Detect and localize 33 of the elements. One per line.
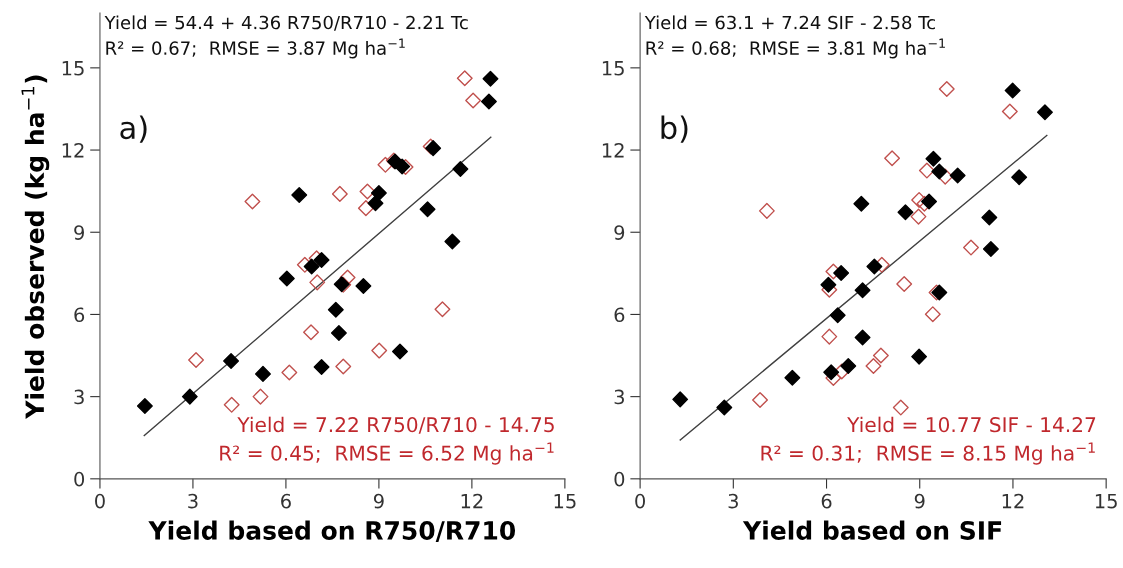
x-tick-label: 0 [95,493,105,509]
x-tick-label: 12 [461,493,483,509]
x-tick-label: 9 [373,493,384,509]
x-tick-label: 6 [281,493,291,509]
y-axis-title: Yield observed (kg ha$^{−1}$) [21,75,50,419]
y-tick-label: 3 [74,389,84,405]
annotation: b) [661,115,688,143]
x-axis-title: Yield based on R750/R710 [148,520,516,542]
y-tick-label: 6 [614,307,625,323]
annotation: Yield = 54.4 + 4.36 R750/R710 - 2.21 Tc R² = 0.67; RMSE = 3.87 Mg ha$^{−1}$ [104,15,468,59]
x-tick-label: 3 [728,493,738,509]
annotation: Yield = 10.77 SIF - 14.27 R² = 0.31; RMSE = 8.15 Mg ha$^{−1}$ [761,416,1096,465]
annotation: a) [120,115,147,143]
y-tick-label: 0 [74,471,85,487]
y-tick-label: 15 [602,61,624,76]
y-tick-label: 3 [614,389,624,405]
y-tick-label: 12 [62,143,84,158]
x-tick-label: 12 [1002,493,1024,509]
annotation: Yield = 63.1 + 7.24 SIF - 2.58 Tc R² = 0.68; RMSE = 3.81 Mg ha$^{−1}$ [644,15,945,59]
y-tick-label: 9 [614,225,625,240]
y-tick-label: 15 [62,61,84,76]
x-tick-label: 0 [635,493,645,509]
x-tick-label: 15 [554,494,576,509]
y-tick-label: 0 [614,471,625,487]
x-tick-label: 6 [821,493,832,509]
y-tick-label: 12 [602,143,624,158]
x-tick-label: 15 [1095,494,1117,509]
y-tick-label: 9 [74,225,84,240]
x-axis-title: Yield based on SIF [742,520,1002,540]
y-tick-label: 6 [74,307,85,323]
x-tick-label: 9 [914,493,925,509]
annotation: Yield = 7.22 R750/R710 - 14.75 R² = 0.45; RMSE = 6.52 Mg ha$^{−1}$ [220,416,554,465]
x-tick-label: 3 [188,493,198,509]
